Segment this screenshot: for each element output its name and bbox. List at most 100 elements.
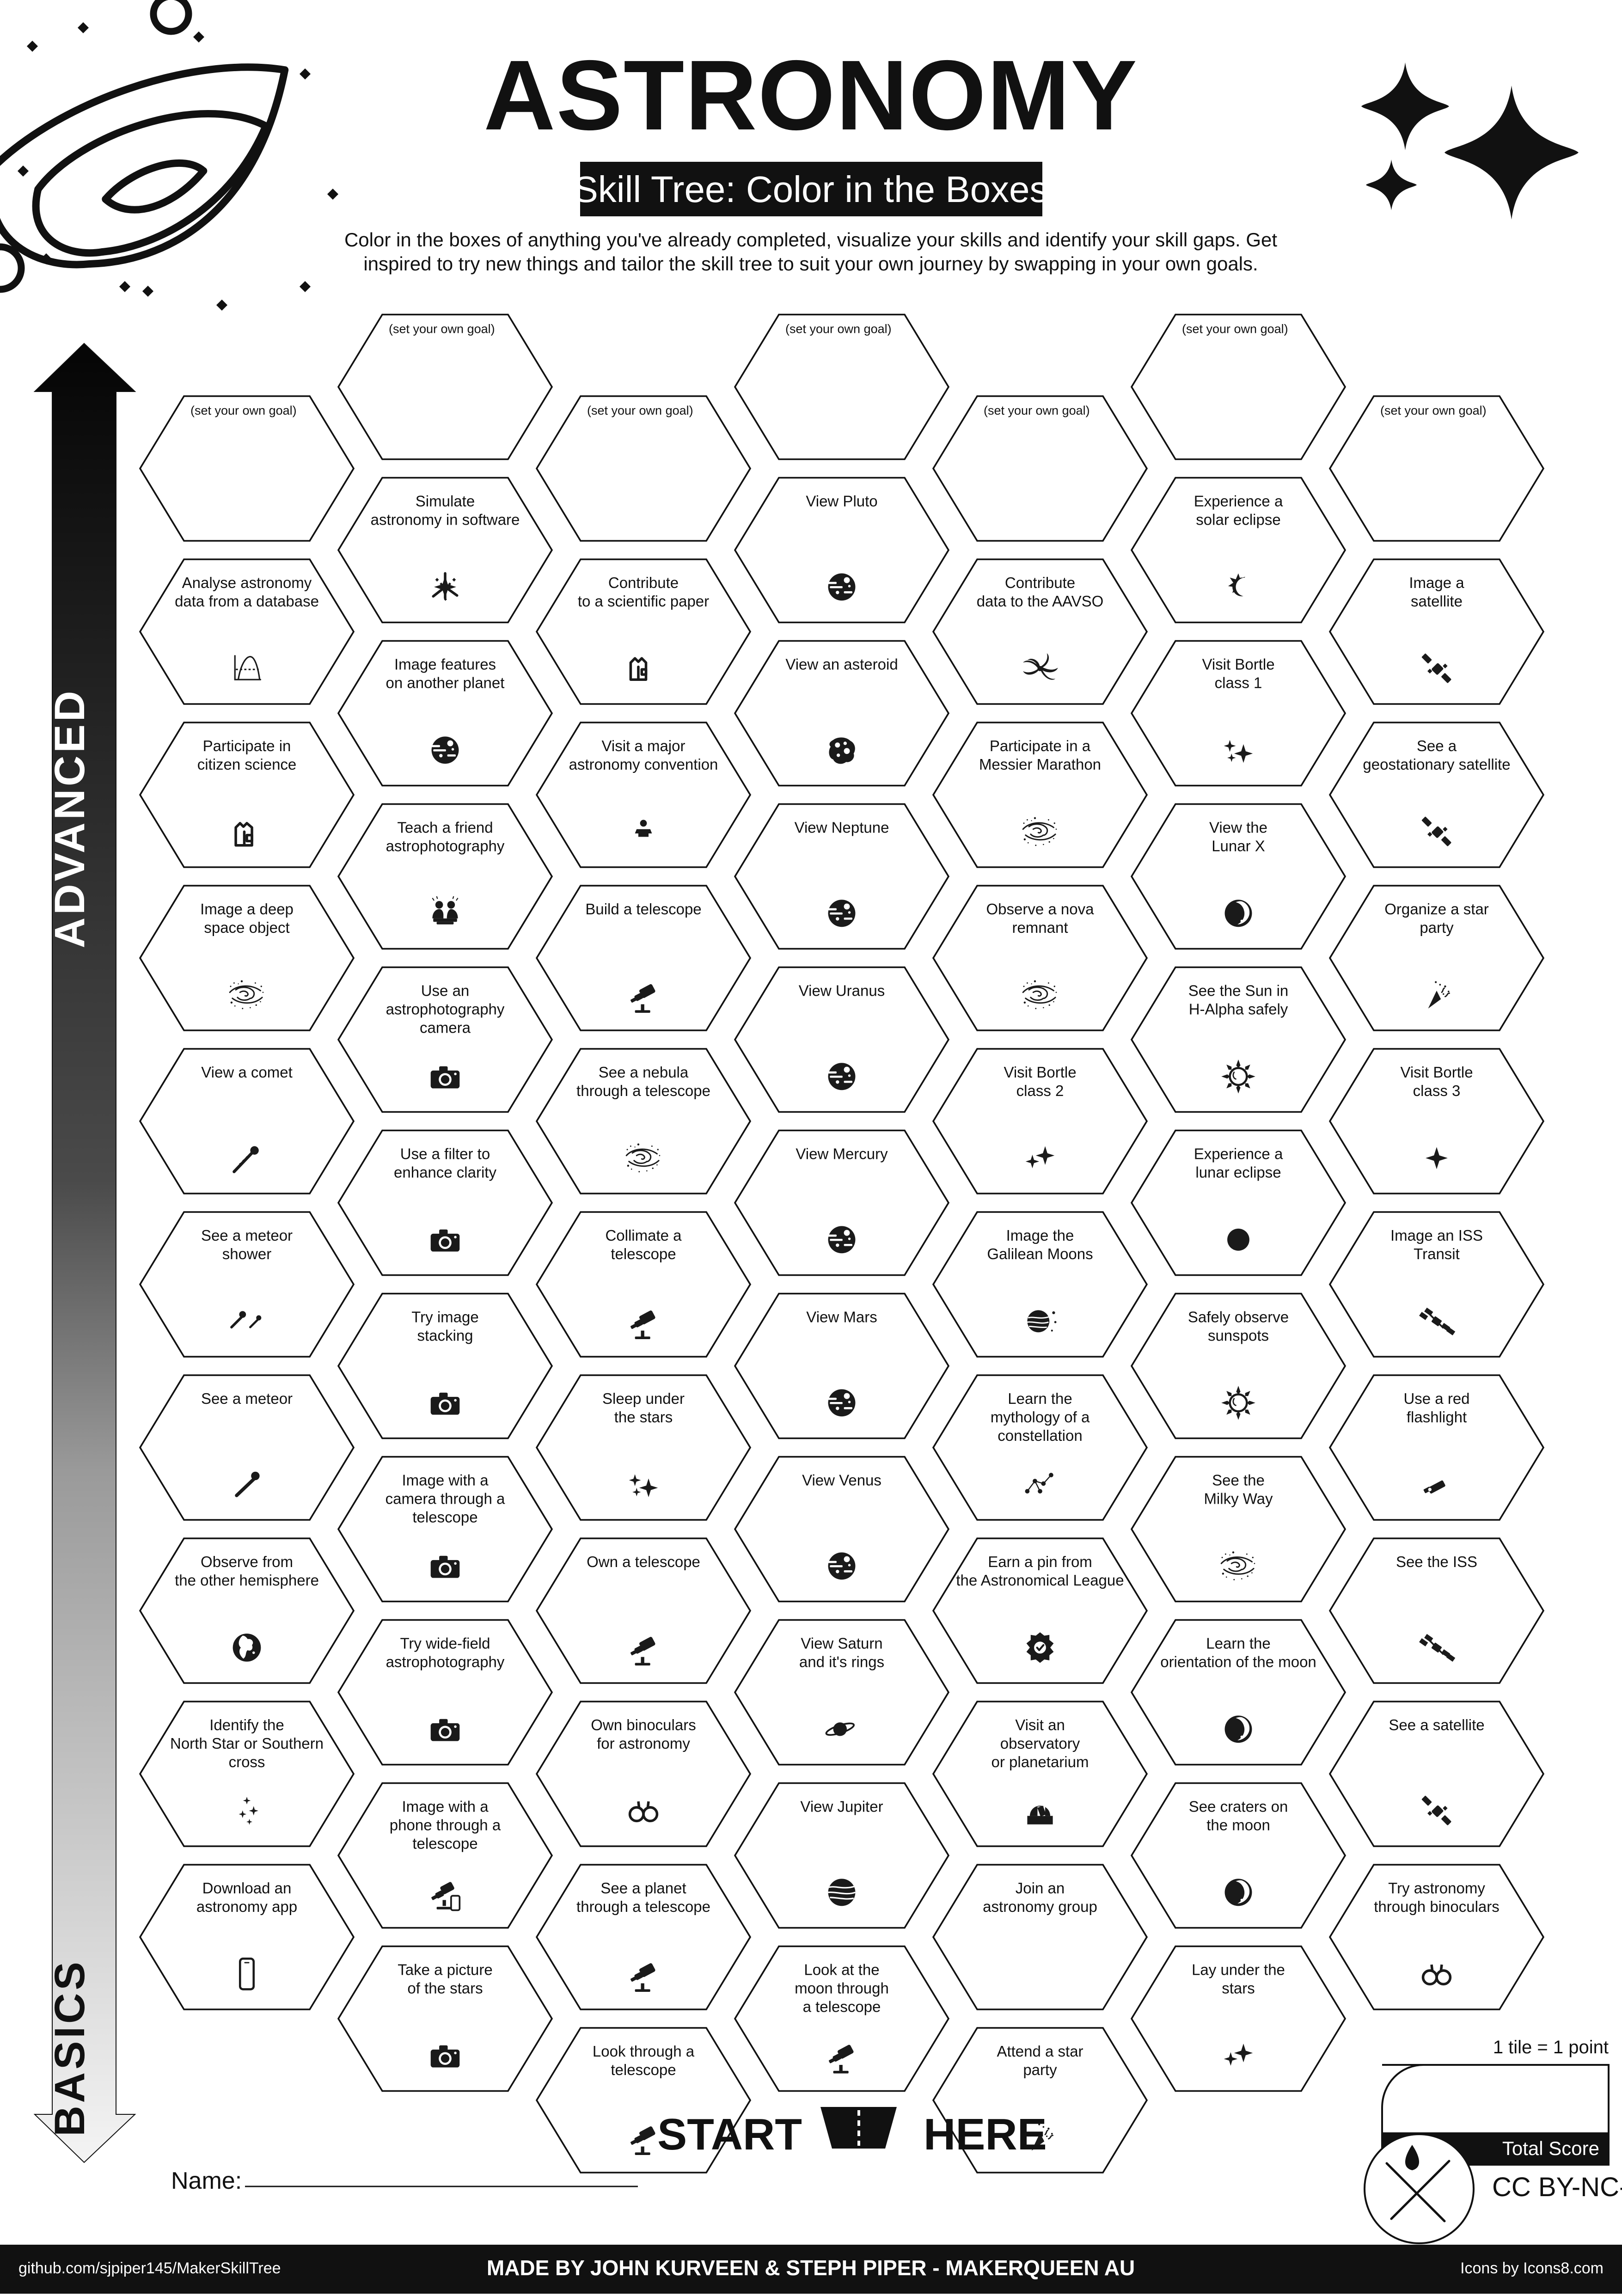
svg-text:data to the AAVSO: data to the AAVSO xyxy=(977,593,1104,610)
svg-text:View Venus: View Venus xyxy=(802,1472,881,1489)
svg-text:Image a: Image a xyxy=(1409,574,1464,591)
svg-text:See the Sun in: See the Sun in xyxy=(1188,982,1289,999)
svg-text:constellation: constellation xyxy=(998,1427,1082,1444)
svg-text:Identify the: Identify the xyxy=(209,1716,284,1733)
svg-text:Own binoculars: Own binoculars xyxy=(591,1716,696,1733)
svg-text:github.com/sjpiper145/MakerSki: github.com/sjpiper145/MakerSkillTree xyxy=(18,2259,281,2277)
svg-text:HERE: HERE xyxy=(924,2110,1047,2159)
svg-text:Collimate a: Collimate a xyxy=(605,1227,682,1244)
svg-text:of the stars: of the stars xyxy=(407,1980,483,1997)
svg-text:Build a telescope: Build a telescope xyxy=(585,900,701,918)
svg-text:the stars: the stars xyxy=(614,1408,673,1426)
svg-text:citizen science: citizen science xyxy=(197,756,297,773)
svg-text:class 1: class 1 xyxy=(1215,674,1262,692)
svg-text:View Pluto: View Pluto xyxy=(806,493,877,510)
svg-text:Image with a: Image with a xyxy=(402,1472,489,1489)
svg-text:astrophotography: astrophotography xyxy=(386,1653,505,1671)
svg-text:(set your own goal): (set your own goal) xyxy=(785,322,892,336)
svg-text:See a nebula: See a nebula xyxy=(599,1064,689,1081)
svg-text:the other hemisphere: the other hemisphere xyxy=(175,1572,319,1589)
svg-text:astronomy app: astronomy app xyxy=(196,1898,297,1915)
svg-text:Look through a: Look through a xyxy=(593,2043,695,2060)
svg-text:Join an: Join an xyxy=(1016,1880,1065,1897)
svg-text:the Astronomical League: the Astronomical League xyxy=(956,1572,1124,1589)
svg-text:to a scientific paper: to a scientific paper xyxy=(578,593,709,610)
svg-text:moon through: moon through xyxy=(795,1980,889,1997)
svg-text:(set your own goal): (set your own goal) xyxy=(1182,322,1288,336)
svg-text:See a meteor: See a meteor xyxy=(201,1390,293,1407)
svg-text:Teach a friend: Teach a friend xyxy=(397,819,493,836)
svg-text:Transit: Transit xyxy=(1414,1245,1460,1262)
svg-text:Earn a pin from: Earn a pin from xyxy=(988,1553,1092,1570)
svg-text:astrophotography: astrophotography xyxy=(386,1001,505,1018)
svg-text:Look at the: Look at the xyxy=(804,1961,879,1978)
svg-text:Visit Bortle: Visit Bortle xyxy=(1004,1064,1076,1081)
svg-text:1 tile = 1 point: 1 tile = 1 point xyxy=(1493,2037,1609,2057)
svg-text:Image features: Image features xyxy=(394,656,496,673)
svg-text:observatory: observatory xyxy=(1000,1735,1080,1752)
svg-text:Organize a star: Organize a star xyxy=(1384,900,1489,918)
svg-text:camera: camera xyxy=(420,1019,471,1036)
svg-text:astronomy group: astronomy group xyxy=(983,1898,1097,1915)
svg-text:orientation of the moon: orientation of the moon xyxy=(1160,1653,1316,1671)
svg-text:Use a red: Use a red xyxy=(1403,1390,1469,1407)
svg-text:Contribute: Contribute xyxy=(1005,574,1075,591)
svg-text:Milky Way: Milky Way xyxy=(1204,1490,1273,1507)
svg-text:Try astronomy: Try astronomy xyxy=(1388,1880,1485,1897)
svg-text:CC BY-NC-SA 4.0: CC BY-NC-SA 4.0 xyxy=(1492,2172,1622,2202)
svg-text:Image with a: Image with a xyxy=(402,1798,489,1815)
svg-text:telescope: telescope xyxy=(611,1245,676,1262)
svg-text:H-Alpha safely: H-Alpha safely xyxy=(1189,1001,1288,1018)
svg-text:View a comet: View a comet xyxy=(201,1064,292,1081)
svg-text:party: party xyxy=(1420,919,1454,936)
svg-text:Simulate: Simulate xyxy=(416,493,475,510)
svg-text:camera through a: camera through a xyxy=(386,1490,505,1507)
svg-text:ADVANCED: ADVANCED xyxy=(46,688,93,949)
svg-text:View Mars: View Mars xyxy=(806,1309,877,1326)
svg-text:data from a database: data from a database xyxy=(175,593,319,610)
svg-text:Use a filter to: Use a filter to xyxy=(400,1145,490,1163)
svg-text:See a satellite: See a satellite xyxy=(1389,1716,1484,1733)
svg-text:satellite: satellite xyxy=(1411,593,1463,610)
svg-text:Download an: Download an xyxy=(202,1880,292,1897)
svg-text:Participate in: Participate in xyxy=(203,737,291,754)
svg-text:Icons by Icons8.com: Icons by Icons8.com xyxy=(1460,2259,1604,2277)
svg-text:through a telescope: through a telescope xyxy=(576,1898,710,1915)
svg-text:solar eclipse: solar eclipse xyxy=(1196,511,1280,528)
svg-text:Try image: Try image xyxy=(411,1309,478,1326)
svg-text:See a planet: See a planet xyxy=(600,1880,686,1897)
svg-text:Sleep under: Sleep under xyxy=(602,1390,685,1407)
svg-text:See the ISS: See the ISS xyxy=(1396,1553,1477,1570)
svg-text:space object: space object xyxy=(204,919,289,936)
svg-text:lunar eclipse: lunar eclipse xyxy=(1195,1164,1281,1181)
svg-text:cross: cross xyxy=(229,1753,265,1770)
svg-text:Learn the: Learn the xyxy=(1206,1635,1270,1652)
svg-text:inspired to try new things and: inspired to try new things and tailor th… xyxy=(363,253,1258,275)
svg-text:telescope: telescope xyxy=(412,1509,477,1526)
svg-text:See craters on: See craters on xyxy=(1189,1798,1288,1815)
svg-text:stars: stars xyxy=(1222,1980,1255,1997)
svg-text:View Neptune: View Neptune xyxy=(795,819,889,836)
svg-text:Observe a nova: Observe a nova xyxy=(986,900,1095,918)
svg-text:View Uranus: View Uranus xyxy=(799,982,885,999)
svg-text:remnant: remnant xyxy=(1012,919,1068,936)
svg-text:Experience a: Experience a xyxy=(1194,1145,1283,1163)
svg-text:Observe from: Observe from xyxy=(201,1553,293,1570)
svg-text:sunspots: sunspots xyxy=(1208,1327,1269,1344)
svg-text:BASICS: BASICS xyxy=(46,1959,93,2137)
svg-text:a telescope: a telescope xyxy=(803,1998,881,2015)
svg-text:Attend a star: Attend a star xyxy=(997,2043,1083,2060)
svg-text:Lunar X: Lunar X xyxy=(1212,838,1265,855)
svg-text:(set your own goal): (set your own goal) xyxy=(1380,404,1487,417)
svg-text:Take a picture: Take a picture xyxy=(398,1961,492,1978)
svg-text:through binoculars: through binoculars xyxy=(1374,1898,1500,1915)
svg-text:Visit Bortle: Visit Bortle xyxy=(1202,656,1274,673)
svg-text:(set your own goal): (set your own goal) xyxy=(587,404,693,417)
svg-text:Image the: Image the xyxy=(1006,1227,1074,1244)
svg-text:See a: See a xyxy=(1417,737,1457,754)
svg-text:View Mercury: View Mercury xyxy=(796,1145,888,1163)
svg-text:Total Score: Total Score xyxy=(1502,2137,1599,2159)
svg-text:and it's rings: and it's rings xyxy=(799,1653,884,1671)
svg-text:enhance clarity: enhance clarity xyxy=(394,1164,496,1181)
svg-text:flashlight: flashlight xyxy=(1407,1408,1467,1426)
